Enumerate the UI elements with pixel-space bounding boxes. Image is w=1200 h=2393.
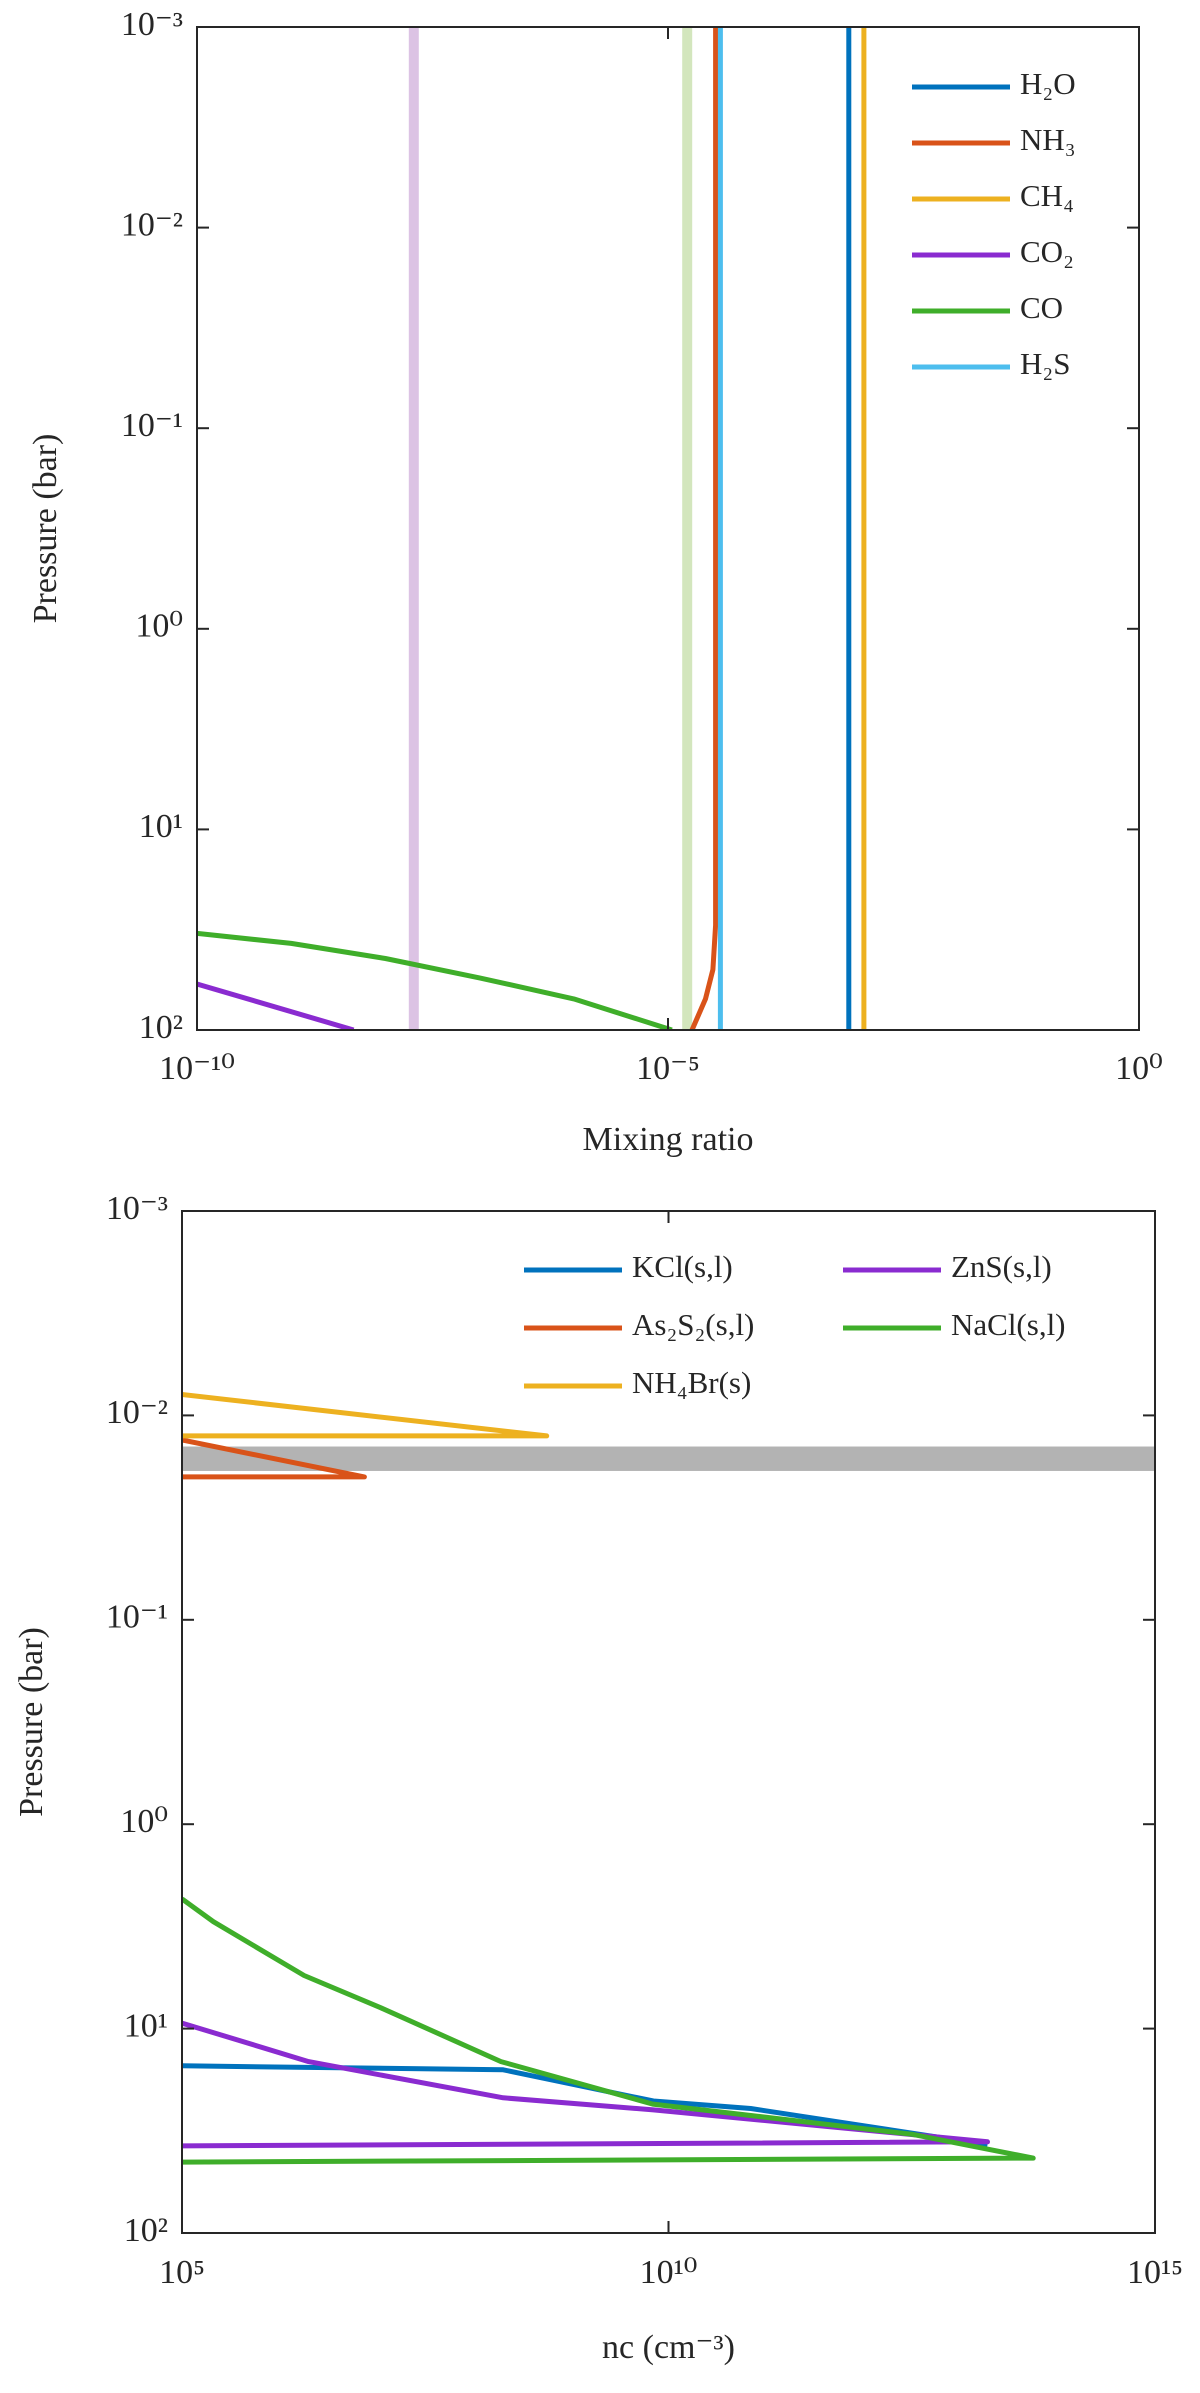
x-tick-label: 10¹⁵ — [1127, 2254, 1183, 2291]
x-tick-label: 10⁵ — [159, 2254, 205, 2291]
legend-label: KCl(s,l) — [632, 1249, 733, 1284]
profile-line — [689, 27, 719, 1030]
legend-label: NaCl(s,l) — [951, 1307, 1066, 1342]
x-tick-label: 10⁰ — [1115, 1050, 1163, 1087]
legend-label: NH₃ — [1020, 122, 1076, 157]
y-tick-label: 10⁰ — [120, 1803, 168, 1840]
x-axis-label: Mixing ratio — [583, 1121, 754, 1158]
legend-label: H₂S — [1020, 346, 1070, 381]
y-tick-label: 10¹ — [124, 2007, 168, 2044]
x-tick-label: 10⁻¹⁰ — [159, 1050, 235, 1087]
profile-line — [182, 1392, 550, 1439]
profile-line — [197, 981, 355, 1030]
legend-label: As₂S₂(s,l) — [632, 1307, 754, 1342]
profile-line — [182, 1437, 367, 1480]
profile-line — [182, 1896, 1036, 2165]
profile-line — [182, 2020, 990, 2149]
y-tick-label: 10⁻³ — [121, 6, 183, 43]
legend-label: NH₄Br(s) — [632, 1365, 751, 1400]
legend-label: ZnS(s,l) — [951, 1249, 1052, 1284]
legend-label: CH₄ — [1020, 178, 1074, 213]
plot-area — [197, 27, 867, 1030]
legend-label: CO — [1020, 290, 1063, 325]
legend-label: CO₂ — [1020, 234, 1074, 269]
y-tick-label: 10⁰ — [135, 608, 183, 645]
x-tick-label: 10⁻⁵ — [636, 1050, 700, 1087]
y-tick-label: 10⁻³ — [106, 1190, 168, 1227]
y-tick-label: 10² — [124, 2212, 168, 2249]
plot-area — [182, 1392, 1155, 2165]
y-tick-label: 10⁻¹ — [106, 1599, 168, 1636]
y-tick-label: 10⁻² — [106, 1394, 168, 1431]
y-axis-label: Pressure (bar) — [27, 434, 64, 624]
legend-label: H₂O — [1020, 66, 1076, 101]
y-tick-label: 10⁻² — [121, 206, 183, 243]
axes-frame — [196, 26, 1140, 1031]
x-tick-label: 10¹⁰ — [640, 2254, 698, 2291]
y-tick-label: 10⁻¹ — [121, 407, 183, 444]
profile-line — [197, 930, 673, 1030]
y-tick-label: 10¹ — [139, 808, 183, 845]
y-tick-label: 10² — [139, 1009, 183, 1046]
shaded-range — [182, 1446, 1155, 1471]
y-axis-label: Pressure (bar) — [13, 1627, 50, 1817]
x-axis-label: nc (cm⁻³) — [602, 2329, 735, 2366]
profile-line — [182, 2063, 988, 2148]
